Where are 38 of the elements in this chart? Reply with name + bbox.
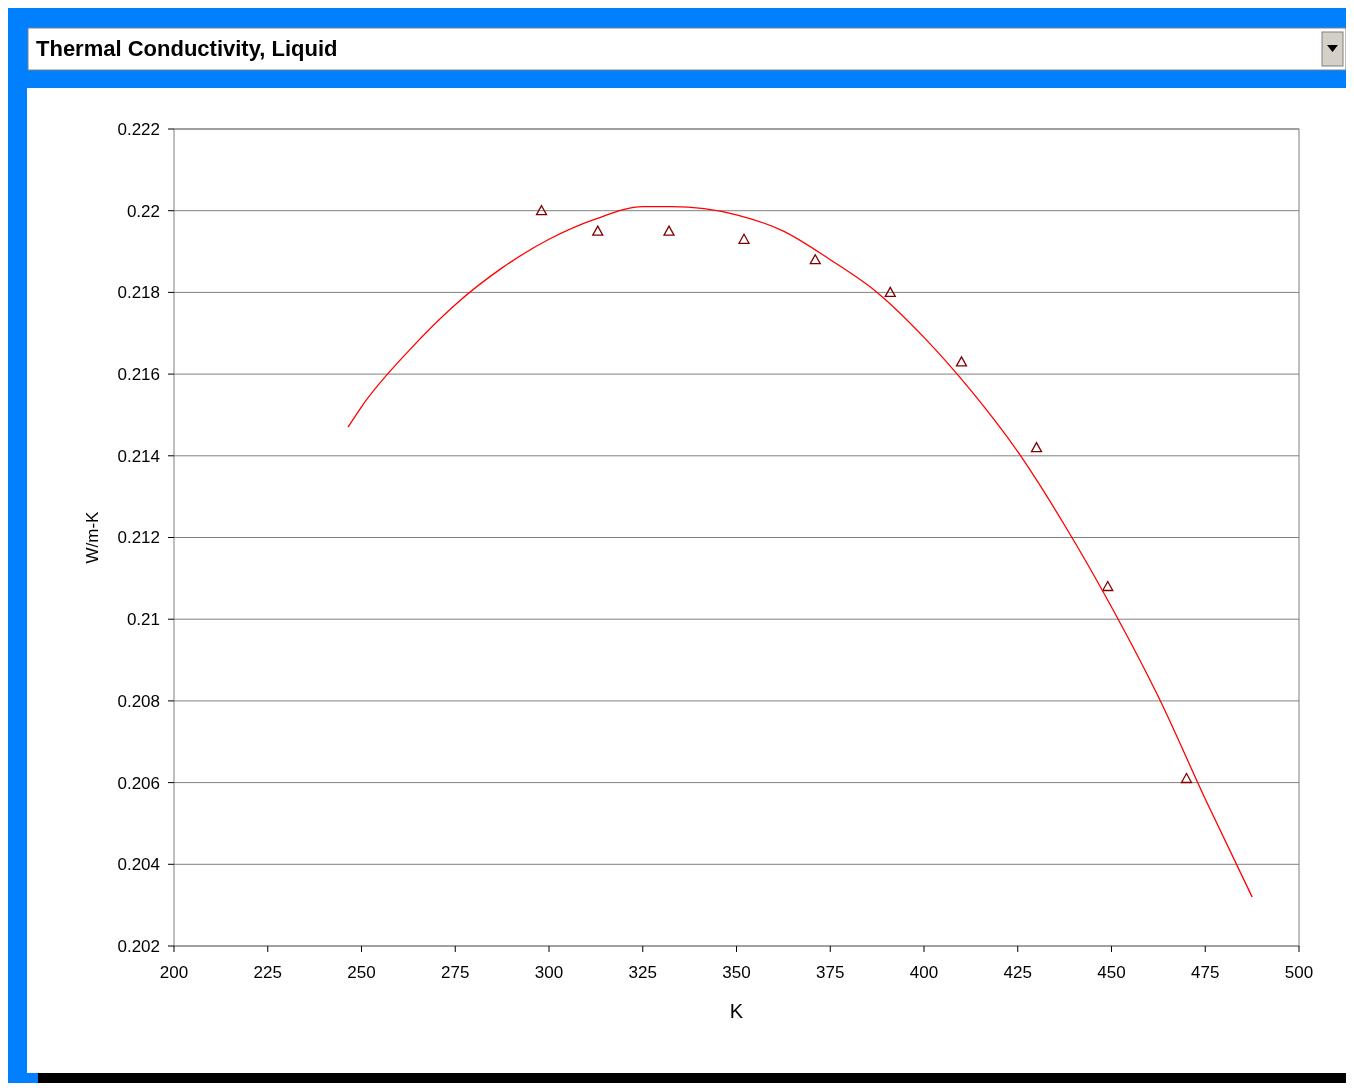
y-tick-label: 0.216 — [117, 365, 160, 385]
point — [1030, 441, 1043, 453]
y-tick-label: 0.202 — [117, 936, 160, 956]
x-tick-label: 500 — [1284, 963, 1314, 982]
x-tick-label: 475 — [1191, 963, 1220, 982]
point — [738, 233, 750, 244]
chart-title: Thermal Conductivity, Liquid — [36, 36, 338, 61]
point — [1102, 580, 1114, 592]
point — [809, 254, 821, 265]
x-tick-label: 425 — [1003, 963, 1032, 982]
y-tick-label: 0.212 — [117, 528, 160, 548]
y-tick-label: 0.206 — [117, 773, 160, 793]
x-axis-title: K — [729, 1000, 744, 1022]
point — [535, 205, 548, 216]
y-tick-label: 0.208 — [117, 691, 160, 711]
x-tick-label: 250 — [347, 963, 376, 982]
y-tick-label: 0.218 — [117, 283, 160, 303]
x-tick-label: 350 — [722, 963, 751, 982]
point — [955, 356, 968, 367]
y-tick-label: 0.214 — [117, 446, 160, 466]
point — [663, 225, 675, 236]
x-tick-label: 300 — [534, 963, 564, 982]
point — [1180, 772, 1193, 784]
point — [884, 286, 896, 298]
x-tick-label: 325 — [628, 963, 657, 982]
y-tick-label: 0.21 — [126, 610, 160, 630]
line-series — [347, 205, 1253, 898]
y-axis-title: W/m-K — [83, 510, 102, 564]
x-tick-label: 225 — [253, 963, 282, 982]
x-tick-label: 400 — [909, 963, 939, 982]
x-tick-label: 450 — [1097, 963, 1126, 982]
x-tick-label: 200 — [159, 963, 189, 982]
y-tick-label: 0.204 — [117, 855, 160, 875]
x-tick-label: 375 — [816, 963, 845, 982]
y-tick-label: 0.222 — [117, 119, 160, 139]
y-tick-label: 0.22 — [126, 201, 160, 221]
x-tick-label: 275 — [441, 963, 470, 982]
point — [592, 225, 604, 236]
